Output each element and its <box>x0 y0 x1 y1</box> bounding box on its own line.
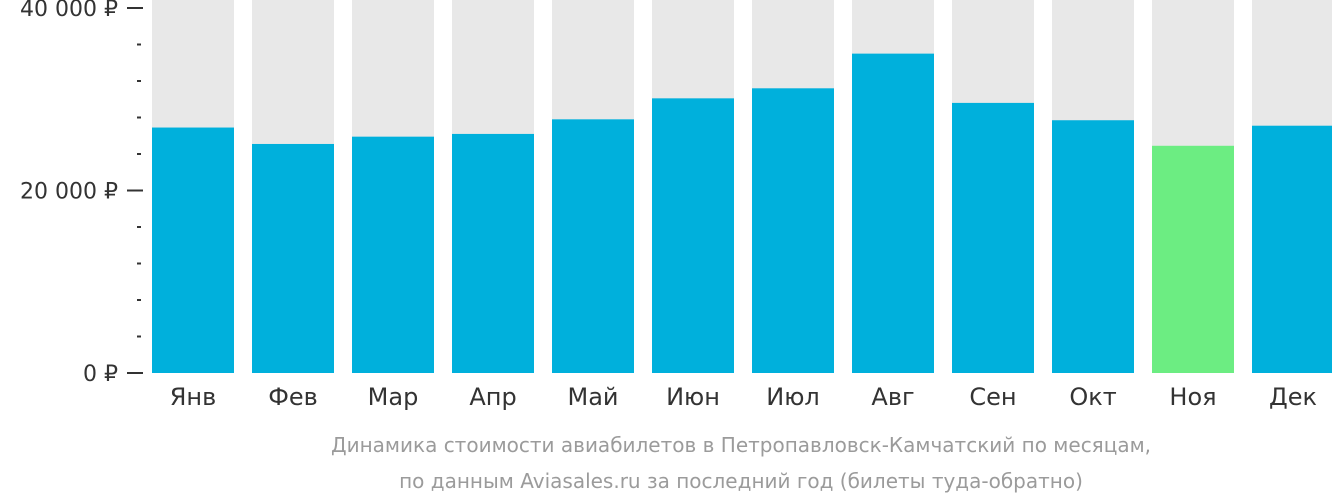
x-tick-label: Июн <box>666 383 720 411</box>
x-tick-label: Мар <box>368 383 419 411</box>
bar-3 <box>452 133 534 373</box>
x-tick-label: Авг <box>871 383 914 411</box>
x-tick-label: Дек <box>1269 383 1317 411</box>
bar-7 <box>852 53 934 373</box>
bar-1 <box>252 143 334 373</box>
x-tick-label: Ноя <box>1169 383 1216 411</box>
bars <box>152 53 1332 374</box>
x-tick-label: Фев <box>268 383 318 411</box>
y-axis: 0 ₽ 20 000 ₽ 40 000 ₽ <box>20 0 143 387</box>
bar-4 <box>552 119 634 373</box>
x-axis: Янв Фев Мар Апр Май Июн Июл Авг Сен Окт Ноя Дек <box>170 383 1317 411</box>
x-tick-label: Май <box>567 383 618 411</box>
y-tick-label: 40 000 ₽ <box>20 0 118 22</box>
x-tick-label: Апр <box>469 383 516 411</box>
x-tick-label: Сен <box>969 383 1016 411</box>
x-tick-label: Июл <box>766 383 820 411</box>
caption-line-1: Динамика стоимости авиабилетов в Петропа… <box>331 433 1151 457</box>
y-tick-label: 20 000 ₽ <box>20 180 118 205</box>
bar-0 <box>152 127 234 373</box>
x-tick-label: Окт <box>1069 383 1116 411</box>
y-tick-label: 0 ₽ <box>83 362 118 387</box>
bar-2 <box>352 136 434 373</box>
chart-caption: Динамика стоимости авиабилетов в Петропа… <box>331 433 1151 493</box>
bar-8 <box>952 102 1034 374</box>
bar-9 <box>1052 120 1134 373</box>
bar-11 <box>1252 125 1332 374</box>
bar-6 <box>752 88 834 374</box>
caption-line-2: по данным Aviasales.ru за последний год … <box>399 469 1083 493</box>
x-tick-label: Янв <box>170 383 217 411</box>
bar-5 <box>652 98 734 374</box>
bar-10 <box>1152 145 1234 373</box>
